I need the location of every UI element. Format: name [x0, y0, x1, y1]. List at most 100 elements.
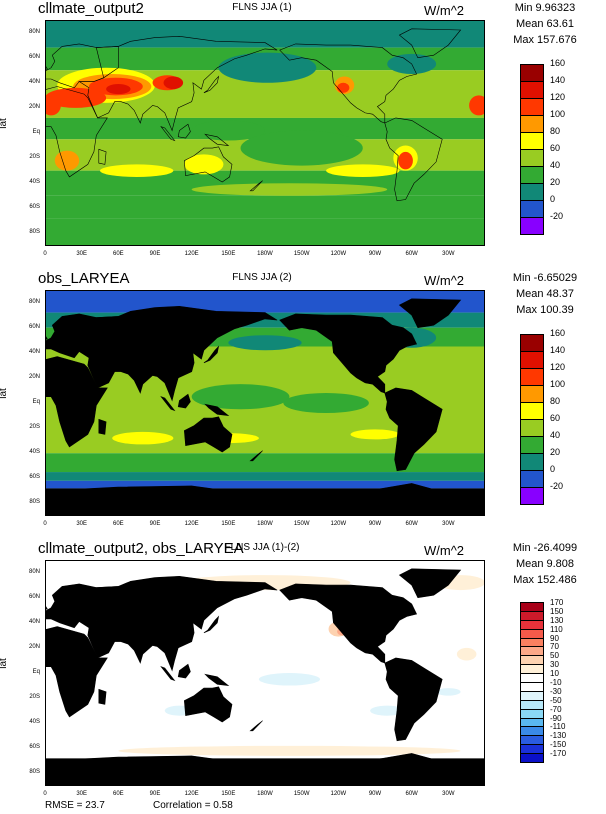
panel-left-title: obs_LARYEA — [38, 270, 130, 287]
low-flux-region — [218, 52, 317, 83]
stat-max: Max 152.486 — [513, 574, 577, 586]
panel-left-title: cllmate_output2, obs_LARYEA — [38, 540, 244, 557]
lon-tick-label: 150E — [221, 251, 236, 257]
map-frame — [45, 560, 485, 786]
high-flux-region — [106, 84, 131, 95]
colorbar-swatch — [520, 453, 544, 471]
lat-tick-label: 60N — [28, 53, 40, 60]
colorbar-label: -50 — [550, 695, 562, 705]
lon-tick-label: 120E — [184, 251, 199, 257]
lat-tick-label: 20S — [29, 154, 40, 161]
lon-tick-label: 90E — [149, 791, 161, 797]
lon-tick-label: 0 — [43, 251, 47, 257]
lat-tick-label: 40S — [29, 179, 40, 186]
high-flux-region — [337, 82, 350, 93]
lat-tick-label: Eq — [32, 669, 40, 675]
panel-stats: Min -6.65029 Mean 48.37 Max 100.39 — [490, 270, 600, 318]
lon-tick-label: 120W — [330, 251, 347, 257]
land-australia — [183, 416, 233, 453]
land-africa — [45, 356, 108, 448]
colorbar-label: 110 — [550, 624, 563, 634]
coastline-sumatra — [160, 126, 176, 142]
lat-tick-label: 80N — [28, 28, 40, 35]
high-flux-region — [184, 154, 224, 175]
lon-tick-label: 90W — [368, 251, 382, 257]
stat-mean: Mean 9.808 — [515, 558, 575, 570]
colorbar-label: 80 — [550, 126, 561, 136]
colorbar-label: 140 — [550, 345, 566, 355]
y-axis-label: lat — [0, 388, 9, 399]
y-axis-label: lat — [0, 118, 9, 129]
lat-tick-label: 80N — [28, 568, 40, 575]
lon-tick-label: 120E — [184, 521, 199, 527]
colorbar-label: 120 — [550, 362, 566, 372]
colorbar-label: 100 — [550, 379, 566, 389]
land-madagascar — [98, 418, 107, 435]
panel-stats: Min -26.4099 Mean 9.808 Max 152.486 — [490, 540, 600, 588]
lat-tick-label: 40N — [28, 78, 40, 85]
colorbar-swatch — [520, 132, 544, 150]
map-plot — [45, 290, 485, 516]
contour-region — [100, 164, 174, 177]
lat-tick-label: 60N — [28, 593, 40, 600]
colorbar-swatch — [520, 402, 544, 420]
high-flux-region — [398, 151, 413, 170]
colorbar-label: -150 — [550, 740, 567, 750]
colorbar-label: -130 — [550, 731, 567, 741]
colorbar-label: 140 — [550, 75, 566, 85]
panel-difference: cllmate_output2, obs_LARYEA FLNS JJA (1)… — [0, 540, 606, 805]
colorbar-label: -20 — [550, 211, 564, 221]
lon-tick-label: 120W — [330, 791, 347, 797]
stat-mean: Mean 63.61 — [515, 18, 575, 30]
contour-region — [191, 384, 290, 410]
map-svg — [45, 560, 485, 786]
land-borneo — [177, 393, 191, 409]
contour-region — [326, 164, 400, 177]
lat-tick-label: 20N — [28, 103, 40, 110]
high-flux-region — [350, 429, 400, 440]
lon-tick-label: 60W — [405, 251, 418, 257]
lon-tick-label: 120E — [184, 791, 199, 797]
colorbar-swatch — [520, 487, 544, 505]
lat-tick-label: 60N — [28, 323, 40, 330]
colorbar-swatch — [520, 368, 544, 386]
lon-tick-label: 90E — [149, 251, 161, 257]
stat-min: Min -6.65029 — [512, 272, 578, 284]
colorbar-swatch — [520, 149, 544, 167]
colorbar-label: -110 — [550, 722, 566, 732]
colorbar-label: 160 — [550, 58, 566, 68]
colorbar-label: -70 — [550, 704, 562, 714]
colorbar-swatch — [520, 64, 544, 82]
colorbar-swatch — [520, 385, 544, 403]
lat-tick-label: 80N — [28, 298, 40, 305]
positive-diff-region — [118, 745, 461, 756]
colorbar-swatch — [520, 115, 544, 133]
lat-tick-label: 20N — [28, 643, 40, 650]
lon-tick-label: 30W — [442, 521, 455, 527]
colorbar-label: -90 — [550, 713, 562, 723]
panel-obs: obs_LARYEA FLNS JJA (2) W/m^2 Min -6.650… — [0, 270, 606, 535]
panel-center-title: FLNS JJA (2) — [232, 272, 292, 283]
map-svg — [45, 20, 485, 246]
lon-tick-label: 30E — [76, 791, 87, 797]
colorbar-label: 150 — [550, 606, 564, 616]
lon-tick-label: 30W — [442, 791, 455, 797]
lon-tick-label: 150W — [293, 791, 310, 797]
colorbar-label: 160 — [550, 328, 566, 338]
land-japan — [203, 345, 220, 364]
lat-tick-label: 40N — [28, 348, 40, 355]
map-plot — [45, 560, 485, 786]
coastline-borneo — [177, 123, 191, 139]
contour-region — [283, 392, 369, 414]
lat-tick-label: 80S — [29, 499, 40, 506]
stat-mean: Mean 48.37 — [515, 288, 575, 300]
land-nz — [249, 450, 263, 462]
positive-diff-region — [456, 647, 477, 661]
lon-tick-label: 90W — [368, 521, 382, 527]
colorbar-label: 40 — [550, 160, 561, 170]
colorbar-swatch — [520, 351, 544, 369]
lat-tick-label: 40S — [29, 719, 40, 726]
negative-diff-region — [370, 705, 405, 716]
land-africa — [45, 626, 108, 718]
lat-tick-label: Eq — [32, 399, 40, 405]
